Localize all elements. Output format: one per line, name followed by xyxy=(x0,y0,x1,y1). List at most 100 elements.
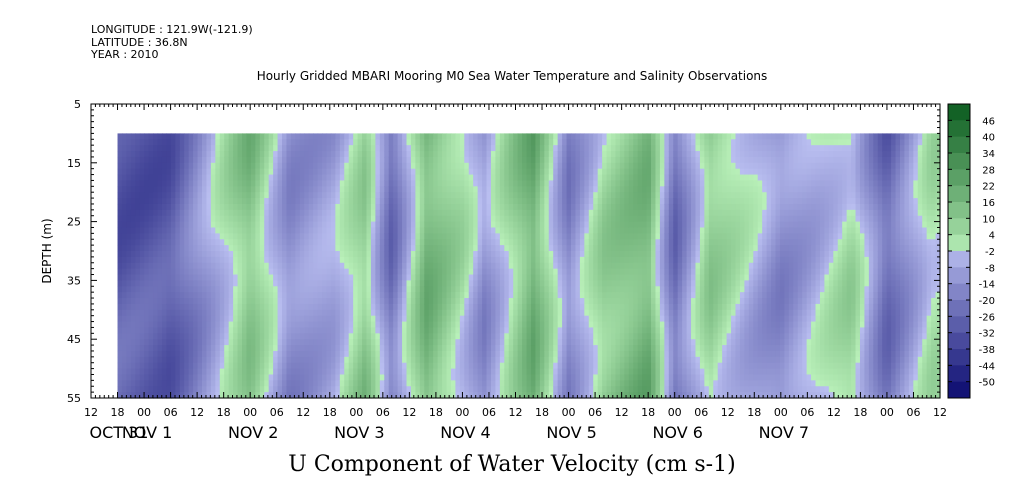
heatmap-cell xyxy=(277,251,283,258)
heatmap-cell xyxy=(197,262,203,270)
heatmap-cell xyxy=(179,168,185,176)
heatmap-cell xyxy=(548,309,554,317)
heatmap-cell xyxy=(544,286,550,293)
heatmap-cell xyxy=(188,168,194,176)
heatmap-cell xyxy=(571,227,577,234)
heatmap-cell xyxy=(370,186,376,193)
heatmap-cell xyxy=(237,192,243,199)
heatmap-cell xyxy=(282,321,288,329)
heatmap-cell xyxy=(157,221,163,229)
heatmap-cell xyxy=(148,256,154,264)
heatmap-cell xyxy=(464,368,470,376)
heatmap-cell xyxy=(499,292,505,299)
heatmap-cell xyxy=(175,298,181,305)
heatmap-cell xyxy=(348,203,354,211)
heatmap-cell xyxy=(486,380,492,387)
heatmap-cell xyxy=(402,292,408,299)
heatmap-cell xyxy=(517,180,523,187)
heatmap-cell xyxy=(410,292,416,299)
heatmap-cell xyxy=(473,380,479,387)
heatmap-cell xyxy=(330,362,336,370)
heatmap-cell xyxy=(428,274,434,281)
heatmap-cell xyxy=(557,327,563,334)
heatmap-cell xyxy=(539,380,545,387)
heatmap-cell xyxy=(530,221,537,229)
heatmap-cell xyxy=(375,133,381,140)
heatmap-cell xyxy=(539,145,545,152)
heatmap-cell xyxy=(450,221,457,229)
heatmap-cell xyxy=(277,286,283,293)
heatmap-cell xyxy=(268,151,274,158)
heatmap-cell xyxy=(144,380,150,387)
heatmap-cell xyxy=(188,374,194,381)
heatmap-cell xyxy=(571,362,577,370)
heatmap-cell xyxy=(121,333,128,340)
heatmap-cell xyxy=(121,315,128,323)
heatmap-cell xyxy=(161,286,168,293)
heatmap-cell xyxy=(250,251,256,258)
heatmap-cell xyxy=(339,333,345,340)
heatmap-cell xyxy=(508,221,514,229)
heatmap-cell xyxy=(450,233,457,240)
heatmap-cell xyxy=(233,327,239,334)
heatmap-cell xyxy=(522,233,528,240)
heatmap-cell xyxy=(513,286,519,293)
heatmap-cell xyxy=(277,221,283,229)
heatmap-cell xyxy=(584,386,590,393)
heatmap-cell xyxy=(313,245,319,252)
heatmap-cell xyxy=(197,145,203,152)
heatmap-cell xyxy=(473,233,479,240)
heatmap-cell xyxy=(406,362,412,370)
heatmap-cell xyxy=(348,298,354,305)
heatmap-cell xyxy=(575,298,581,305)
heatmap-cell xyxy=(362,251,368,258)
heatmap-cell xyxy=(366,362,372,370)
heatmap-cell xyxy=(437,180,443,187)
heatmap-cell xyxy=(117,315,123,323)
heatmap-cell xyxy=(197,192,203,199)
heatmap-cell xyxy=(406,156,412,164)
heatmap-cell xyxy=(388,345,394,352)
heatmap-cell xyxy=(384,339,390,346)
heatmap-cell xyxy=(450,321,457,329)
heatmap-cell xyxy=(464,321,470,329)
heatmap-cell xyxy=(330,303,336,311)
heatmap-cell xyxy=(313,262,319,270)
heatmap-cell xyxy=(468,162,474,170)
heatmap-cell xyxy=(166,133,172,140)
heatmap-cell xyxy=(157,315,163,323)
heatmap-cell xyxy=(308,133,314,140)
heatmap-cell xyxy=(161,151,168,158)
heatmap-cell xyxy=(246,145,252,152)
heatmap-cell xyxy=(606,251,612,258)
heatmap-cell xyxy=(606,327,612,334)
heatmap-cell xyxy=(153,274,159,281)
heatmap-cell xyxy=(384,168,390,176)
heatmap-cell xyxy=(504,356,510,364)
heatmap-cell xyxy=(539,151,545,158)
heatmap-cell xyxy=(495,192,501,199)
heatmap-cell xyxy=(273,174,279,182)
heatmap-cell xyxy=(353,256,359,264)
heatmap-cell xyxy=(157,227,163,234)
heatmap-cell xyxy=(215,145,221,152)
heatmap-cell xyxy=(437,321,443,329)
heatmap-cell xyxy=(250,298,256,305)
heatmap-cell xyxy=(277,292,283,299)
heatmap-cell xyxy=(579,133,585,140)
heatmap-cell xyxy=(526,298,532,305)
heatmap-cell xyxy=(366,350,372,358)
heatmap-cell xyxy=(299,280,305,287)
heatmap-cell xyxy=(504,233,510,240)
heatmap-cell xyxy=(393,180,399,187)
heatmap-cell xyxy=(273,262,279,270)
heatmap-cell xyxy=(259,227,265,234)
heatmap-cell xyxy=(588,350,594,358)
heatmap-cell xyxy=(437,186,443,193)
heatmap-cell xyxy=(442,309,448,317)
heatmap-cell xyxy=(121,368,128,376)
heatmap-cell xyxy=(455,268,461,276)
heatmap-cell xyxy=(482,298,488,305)
heatmap-cell xyxy=(446,245,452,252)
heatmap-cell xyxy=(419,298,425,305)
